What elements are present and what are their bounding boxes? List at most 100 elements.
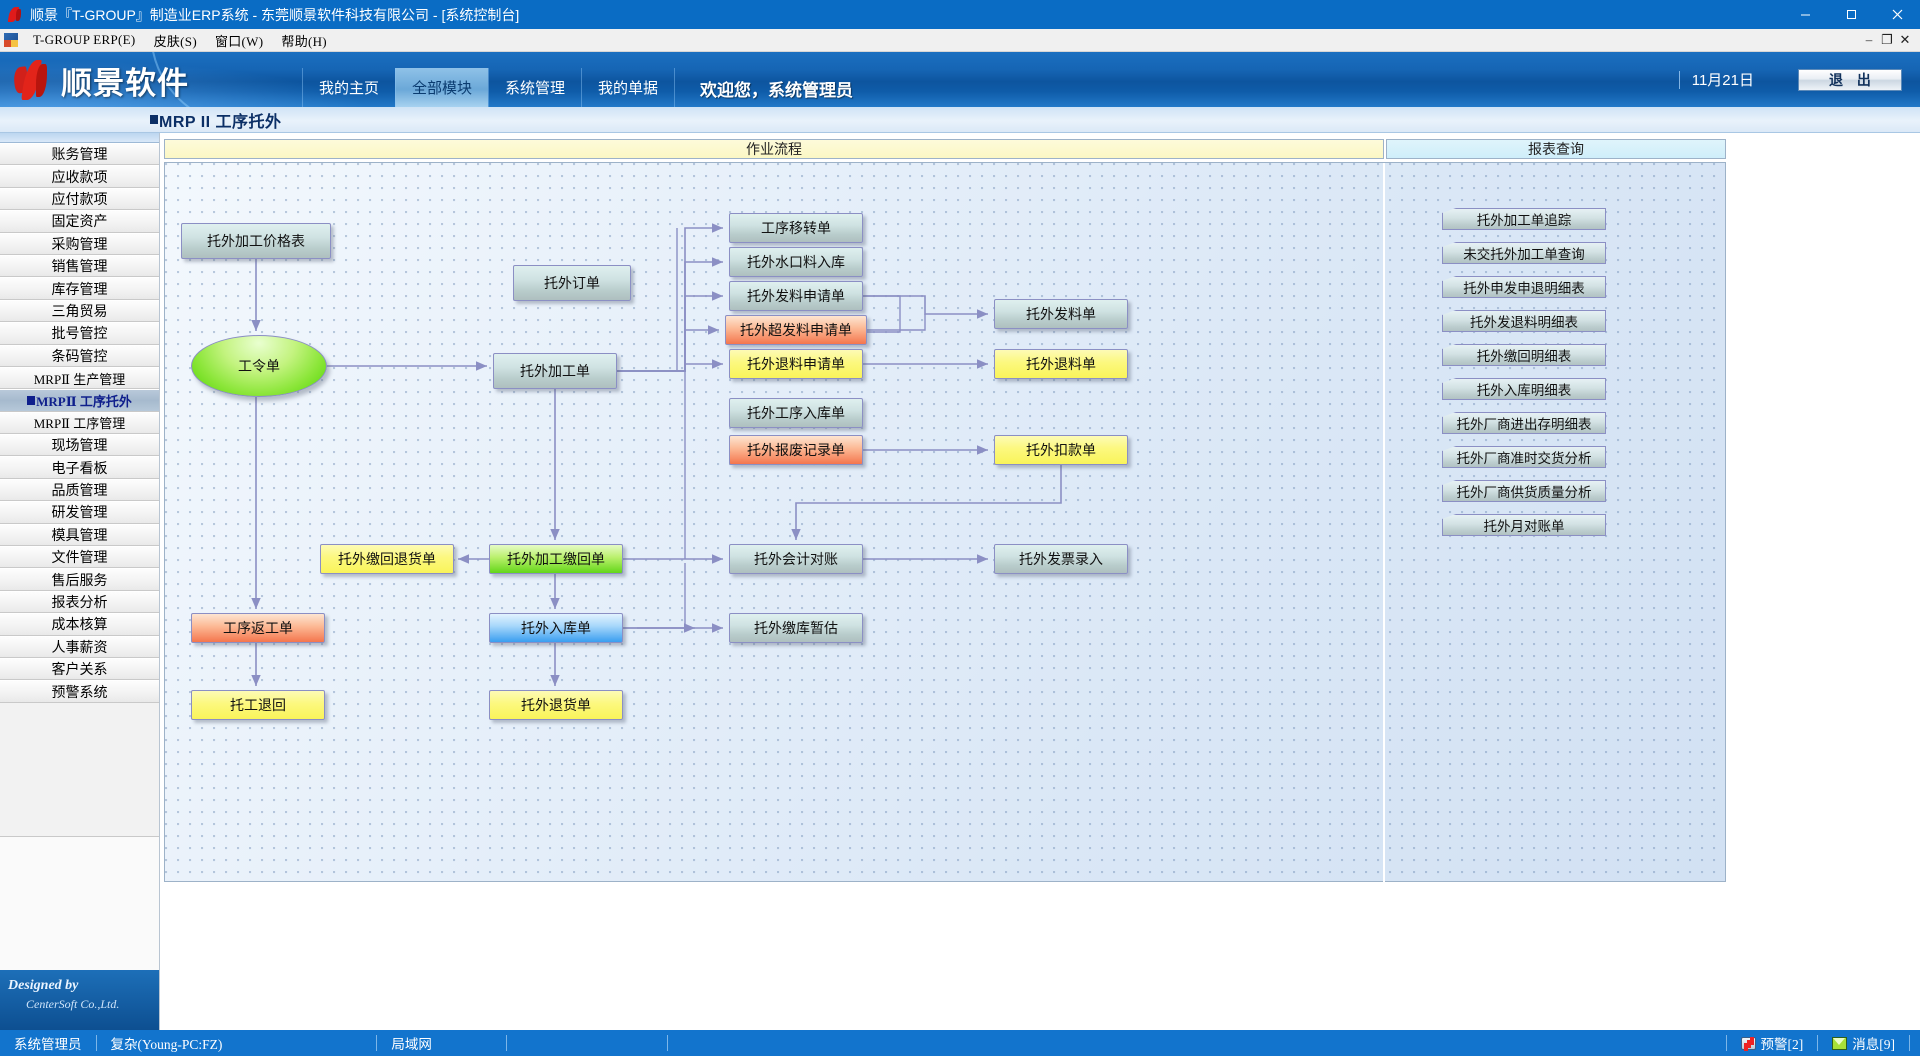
flow-node-invoice-entry[interactable]: 托外发票录入 [994, 544, 1128, 574]
mdi-restore-icon[interactable]: ❐ [1881, 32, 1893, 47]
logout-button[interactable]: 退 出 [1798, 68, 1902, 91]
report-button-stock-in-detail[interactable]: 托外入库明细表 [1442, 378, 1606, 400]
sidebar-item-fixed-assets[interactable]: 固定资产 [0, 210, 159, 233]
sidebar-item-rnd[interactable]: 研发管理 [0, 501, 159, 524]
report-button-handback-detail[interactable]: 托外缴回明细表 [1442, 344, 1606, 366]
flow-node-stock-in-note[interactable]: 托外入库单 [489, 613, 623, 643]
sidebar-item-list: 账务管理 应收款项 应付款项 固定资产 采购管理 销售管理 库存管理 三角贸易 … [0, 143, 159, 836]
workflow-diagram: 托外加工价格表 托外订单 工令单 托外加工单 工序移转单 托外水口料入库 托外发… [164, 162, 1726, 883]
mdi-minimize-icon[interactable]: – [1865, 32, 1873, 47]
flow-node-provisional-warehouse[interactable]: 托外缴库暂估 [729, 613, 863, 643]
maximize-icon[interactable] [1828, 0, 1874, 29]
page-title: MRP II 工序托外 [0, 107, 1920, 133]
application-menubar: T-GROUP ERP(E) 皮肤(S) 窗口(W) 帮助(H) – ❐ ✕ [0, 29, 1920, 52]
flow-node-return-material-note[interactable]: 托外退料单 [994, 349, 1128, 379]
status-alerts-label: 预警[2] [1760, 1037, 1804, 1052]
envelope-icon [1832, 1036, 1848, 1050]
status-divider [1909, 1035, 1910, 1051]
status-messages[interactable]: 消息[9] [1818, 1030, 1909, 1056]
sidebar-item-after-sales[interactable]: 售后服务 [0, 568, 159, 591]
flow-node-handback-return-goods[interactable]: 托外缴回退货单 [320, 544, 454, 574]
window-title: 顺景『T-GROUP』制造业ERP系统 - 东莞顺景软件科技有限公司 - [系统… [30, 6, 520, 23]
close-icon[interactable] [1874, 0, 1920, 29]
sidebar-item-barcode-control[interactable]: 条码管控 [0, 344, 159, 367]
flow-node-over-issue-request[interactable]: 托外超发料申请单 [725, 315, 867, 345]
flow-node-process-transfer[interactable]: 工序移转单 [729, 213, 863, 243]
sidebar-item-report-analysis[interactable]: 报表分析 [0, 590, 159, 614]
company-label: CenterSoft Co.,Ltd. [26, 997, 120, 1012]
status-divider [505, 1035, 507, 1051]
sidebar-item-hr-payroll[interactable]: 人事薪资 [0, 635, 159, 658]
sidebar-item-crm[interactable]: 客户关系 [0, 657, 159, 681]
status-divider [666, 1035, 668, 1051]
flow-node-processing-order[interactable]: 托外加工单 [493, 338, 634, 389]
brand: 顺景软件 [12, 54, 189, 106]
minimize-icon[interactable] [1782, 0, 1828, 29]
shunjing-logo-icon [6, 6, 24, 24]
flow-node-issue-note[interactable]: 托外发料单 [994, 299, 1128, 329]
sidebar-item-triangular-trade[interactable]: 三角贸易 [0, 299, 159, 323]
flow-node-deduction-note[interactable]: 托外扣款单 [994, 435, 1128, 465]
sidebar-item-receivables[interactable]: 应收款项 [0, 165, 159, 188]
sidebar-item-label: MRPⅡ 工序托外 [36, 393, 132, 409]
status-alerts[interactable]: 预警[2] [1727, 1030, 1818, 1056]
status-user: 系统管理员 [14, 1037, 82, 1052]
report-button-material-issue-return-detail[interactable]: 托外发退料明细表 [1442, 310, 1606, 332]
sidebar-item-cost-accounting[interactable]: 成本核算 [0, 613, 159, 636]
report-button-issue-return-detail[interactable]: 托外申发申退明细表 [1442, 276, 1606, 298]
menu-item-erp[interactable]: T-GROUP ERP(E) [33, 32, 136, 47]
flow-node-work-order[interactable]: 工令单 [191, 335, 327, 397]
sidebar-item-accounting[interactable]: 账务管理 [0, 143, 159, 166]
tab-my-documents[interactable]: 我的单据 [581, 68, 676, 107]
sidebar-item-sales[interactable]: 销售管理 [0, 254, 159, 278]
sidebar-item-mrp2-outsourcing[interactable]: MRPⅡ 工序托外 [0, 389, 159, 412]
sidebar-item-mrp2-production[interactable]: MRPⅡ 生产管理 [0, 366, 159, 390]
flow-node-scrap-record[interactable]: 托外报废记录单 [729, 435, 863, 465]
app-icon [4, 33, 18, 47]
flow-node-outsourcing-order[interactable]: 托外订单 [513, 265, 631, 301]
flow-node-return-material-request[interactable]: 托外退料申请单 [729, 349, 863, 379]
flow-node-issue-request[interactable]: 托外发料申请单 [729, 281, 863, 311]
sidebar-item-kanban[interactable]: 电子看板 [0, 456, 159, 479]
tab-my-homepage[interactable]: 我的主页 [302, 68, 395, 107]
menu-item-skin[interactable]: 皮肤(S) [153, 33, 197, 49]
sidebar-top-cap [0, 133, 159, 143]
flow-node-rework-order[interactable]: 工序返工单 [191, 613, 325, 643]
report-button-vendor-ontime-delivery-analysis[interactable]: 托外厂商准时交货分析 [1442, 446, 1606, 468]
flow-node-accounting-reconcile[interactable]: 托外会计对账 [729, 544, 863, 574]
header-right-group: 11月21日 退 出 [1678, 52, 1902, 107]
report-button-monthly-statement[interactable]: 托外月对账单 [1442, 514, 1606, 536]
report-button-processing-order-tracking[interactable]: 托外加工单追踪 [1442, 208, 1606, 230]
flow-node-processing-handback[interactable]: 托外加工缴回单 [489, 544, 623, 574]
panel-header-workflow: 作业流程 [164, 139, 1384, 159]
tab-system-management[interactable]: 系统管理 [488, 68, 581, 107]
report-button-undelivered-processing-query[interactable]: 未交托外加工单查询 [1442, 242, 1606, 264]
report-button-vendor-inventory-detail[interactable]: 托外厂商进出存明细表 [1442, 412, 1606, 434]
flow-node-process-warehouse-in[interactable]: 托外工序入库单 [729, 398, 863, 428]
app-header: 顺景软件 我的主页 全部模块 系统管理 我的单据 欢迎您，系统管理员 11月21… [0, 52, 1920, 107]
sidebar-item-quality[interactable]: 品质管理 [0, 478, 159, 502]
sidebar-item-inventory[interactable]: 库存管理 [0, 277, 159, 300]
tab-all-modules[interactable]: 全部模块 [395, 68, 489, 107]
sidebar-item-document[interactable]: 文件管理 [0, 546, 159, 569]
report-button-vendor-quality-analysis[interactable]: 托外厂商供货质量分析 [1442, 480, 1606, 502]
sidebar-item-purchasing[interactable]: 采购管理 [0, 232, 159, 255]
sidebar-item-mold[interactable]: 模具管理 [0, 523, 159, 547]
flow-node-price-list[interactable]: 托外加工价格表 [181, 223, 331, 259]
flow-node-sprue-material-in[interactable]: 托外水口料入库 [729, 247, 863, 277]
menu-item-window[interactable]: 窗口(W) [214, 33, 264, 49]
window-controls [1782, 0, 1920, 29]
mdi-close-icon[interactable]: ✕ [1899, 32, 1911, 47]
sidebar-item-lot-control[interactable]: 批号管控 [0, 322, 159, 345]
header-nav-tabs: 我的主页 全部模块 系统管理 我的单据 [302, 68, 676, 107]
sidebar-item-alert-system[interactable]: 预警系统 [0, 680, 159, 703]
flow-node-worker-return[interactable]: 托工退回 [191, 690, 325, 720]
panel-headers: 作业流程 报表查询 [164, 139, 1916, 159]
sidebar-item-shopfloor[interactable]: 现场管理 [0, 434, 159, 457]
sidebar-filler [0, 835, 159, 971]
sidebar-item-mrp2-process[interactable]: MRPⅡ 工序管理 [0, 411, 159, 435]
sidebar-item-payables[interactable]: 应付款项 [0, 187, 159, 211]
menu-item-help[interactable]: 帮助(H) [281, 33, 327, 49]
status-network: 局域网 [391, 1037, 432, 1052]
flow-node-goods-return-note[interactable]: 托外退货单 [489, 690, 623, 720]
